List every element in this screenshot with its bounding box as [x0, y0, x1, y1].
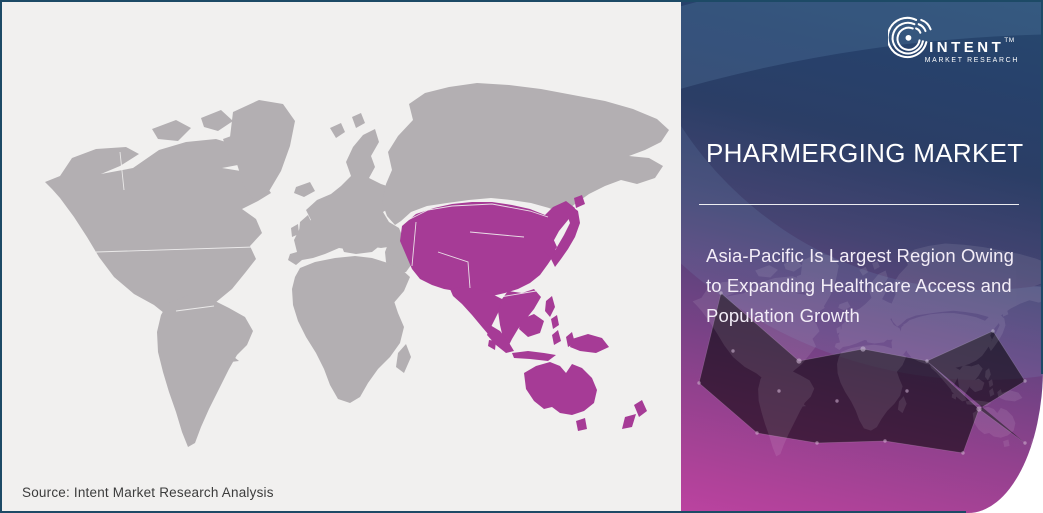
map-europe	[288, 129, 403, 265]
info-panel: INTENT TM MARKET RESEARCH PHARMERGING MA…	[681, 0, 1043, 513]
map-korea	[544, 236, 557, 257]
map-turkey	[342, 238, 382, 254]
description-line: Asia-Pacific Is Largest Region Owing	[706, 245, 1014, 266]
brand-subtitle: MARKET RESEARCH	[924, 57, 1019, 64]
map-tasmania	[576, 418, 587, 431]
map-sumatra	[487, 325, 514, 353]
map-australia	[524, 362, 597, 415]
map-russia	[382, 83, 669, 225]
map-indochina	[498, 289, 541, 347]
border-right	[1041, 0, 1043, 374]
map-new-zealand	[622, 400, 647, 429]
description-line: to Expanding Healthcare Access and	[706, 275, 1012, 296]
map-greenland	[230, 100, 295, 201]
map-central-east-asia	[400, 201, 575, 297]
map-madagascar	[396, 344, 411, 373]
border-top	[0, 0, 1043, 2]
title-divider	[699, 204, 1019, 205]
map-south-america	[157, 295, 253, 447]
world-map-graphic	[45, 83, 669, 447]
map-new-guinea	[570, 334, 609, 353]
map-iceland	[294, 182, 315, 197]
page-title: PHARMERGING MARKET	[706, 138, 1024, 168]
map-asia-pacific-highlight	[400, 195, 647, 431]
map-java	[512, 351, 556, 361]
map-africa	[292, 256, 408, 403]
map-india	[450, 286, 504, 334]
map-north-america	[45, 139, 271, 363]
brand-name: INTENT	[929, 39, 1005, 56]
constellation-pattern	[697, 291, 1027, 455]
panel-description: Asia-Pacific Is Largest Region Owing to …	[706, 241, 1014, 331]
intent-logo-icon	[887, 16, 932, 59]
intent-market-research-logo: INTENT TM MARKET RESEARCH	[887, 14, 1019, 64]
source-note: Source: Intent Market Research Analysis	[22, 485, 274, 500]
map-arctic-eurasia-islands	[330, 113, 365, 138]
map-borneo	[519, 314, 544, 337]
intent-logo-text: INTENT TM MARKET RESEARCH	[924, 37, 1019, 64]
brand-trademark: TM	[1004, 37, 1015, 44]
description-line: Population Growth	[706, 305, 860, 326]
map-japan	[551, 195, 585, 267]
intent-logo-center-dot	[905, 34, 912, 41]
map-caribbean	[198, 340, 230, 354]
map-country-borders	[95, 151, 549, 312]
map-gray-landmasses	[45, 83, 669, 447]
border-left	[0, 0, 2, 513]
map-philippines	[545, 296, 559, 329]
border-bottom	[0, 511, 966, 513]
map-british-isles	[291, 215, 313, 237]
map-sulawesi-moluccas	[552, 330, 575, 347]
world-map-card: Source: Intent Market Research Analysis	[0, 0, 683, 513]
